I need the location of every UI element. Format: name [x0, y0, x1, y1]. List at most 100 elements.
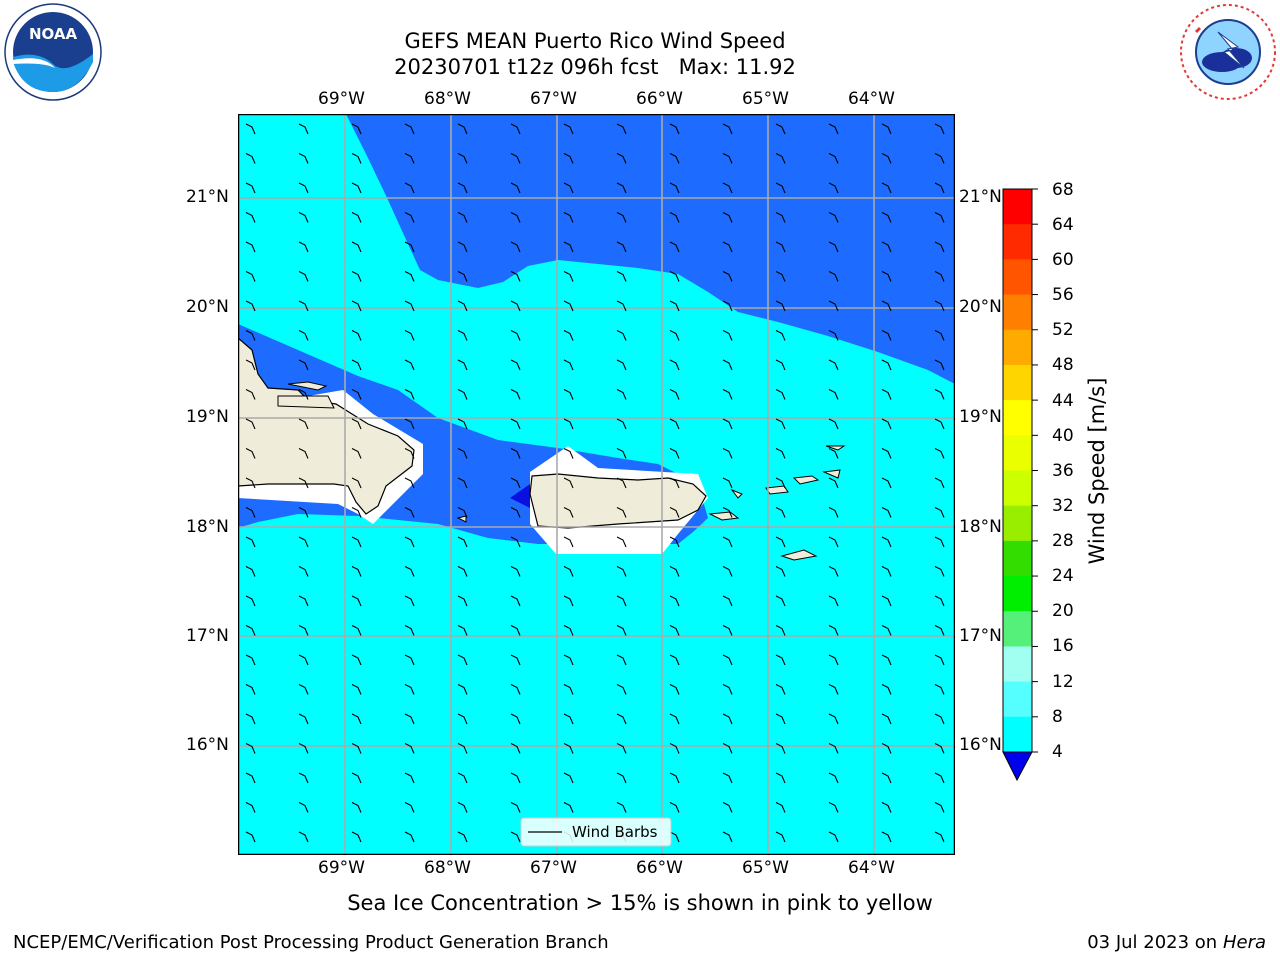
wind-barb: [775, 212, 786, 223]
wind-barb: [881, 330, 892, 341]
wind-barb: [510, 271, 521, 282]
wind-barb: [828, 448, 839, 459]
wind-barb: [245, 212, 256, 223]
wind-barb: [881, 507, 892, 518]
wind-barb: [828, 241, 839, 253]
wind-barb: [245, 271, 256, 282]
wind-barb: [881, 566, 892, 577]
wind-barb: [828, 330, 839, 341]
wind-barb: [669, 831, 680, 843]
wind-barb: [669, 330, 680, 341]
wind-barb: [881, 123, 892, 135]
cbar-tick: 20: [1052, 601, 1074, 621]
cbar-tick: 44: [1052, 391, 1074, 411]
wind-barb: [828, 802, 839, 813]
colorbar-cell: [1003, 224, 1032, 260]
wind-barb: [616, 241, 627, 253]
wind-barb: [669, 654, 680, 666]
colorbar-cell: [1003, 435, 1032, 471]
wind-barb: [404, 772, 415, 784]
lat-label-left: 19°N: [186, 407, 229, 427]
wind-barb: [457, 536, 468, 548]
wind-barb: [351, 802, 362, 813]
wind-barb: [616, 654, 627, 666]
lon-label-bottom: 67°W: [530, 858, 577, 878]
wind-barb: [298, 536, 309, 548]
wind-barb: [298, 271, 309, 282]
noaa-logo: NOAA: [3, 2, 103, 102]
wind-barb: [404, 536, 415, 548]
footer-machine: Hera: [1222, 932, 1266, 953]
wind-barb: [563, 359, 574, 371]
wind-barb: [775, 182, 786, 194]
wind-barb: [934, 241, 945, 253]
wind-barb: [404, 684, 415, 695]
wind-barb: [510, 772, 521, 784]
wind-barb: [351, 182, 362, 194]
lon-label-top: 67°W: [530, 89, 577, 109]
wind-barb: [722, 802, 733, 813]
wind-barb: [510, 330, 521, 341]
wind-barb: [245, 300, 256, 312]
wind-barb: [457, 212, 468, 223]
wind-barb: [298, 241, 309, 253]
wind-barb: [245, 182, 256, 194]
wind-barb: [404, 212, 415, 223]
wind-barb: [934, 772, 945, 784]
wind-barb: [722, 772, 733, 784]
wind-barb: [298, 831, 309, 843]
wind-barb: [775, 713, 786, 725]
wind-barb: [722, 654, 733, 666]
wind-barb: [457, 772, 468, 784]
wind-barb: [616, 212, 627, 223]
cbar-tick: 48: [1052, 355, 1074, 375]
wind-barb: [245, 448, 256, 459]
wind-barb: [245, 743, 256, 754]
colorbar-cell: [1003, 681, 1032, 718]
wind-barb: [828, 536, 839, 548]
map-panel[interactable]: Wind Barbs: [238, 114, 955, 855]
wind-barb: [616, 300, 627, 312]
wind-barb: [616, 566, 627, 577]
wind-barb: [828, 566, 839, 577]
wind-barb: [563, 743, 574, 754]
wind-barb: [563, 300, 574, 312]
wind-barb: [351, 654, 362, 666]
wind-barb: [722, 684, 733, 695]
wind-barb: [245, 831, 256, 843]
wind-barb: [881, 684, 892, 695]
wind-barb: [616, 595, 627, 607]
wind-barb: [404, 359, 415, 371]
wind-barb: [245, 241, 256, 253]
wind-barb: [404, 625, 415, 636]
wind-barb: [351, 359, 362, 371]
wind-barb: [351, 300, 362, 312]
wind-barb: [457, 418, 468, 430]
wind-barb: [881, 212, 892, 223]
wind-barb: [510, 300, 521, 312]
wind-barb: [881, 625, 892, 636]
wind-barb: [298, 684, 309, 695]
wind-barb: [563, 330, 574, 341]
wind-barb: [722, 536, 733, 548]
wind-barb: [881, 418, 892, 430]
wind-barb: [404, 566, 415, 577]
ocean-dark-patch: [510, 484, 534, 510]
wind-barb: [669, 153, 680, 164]
wind-barb: [351, 595, 362, 607]
wind-barb: [245, 595, 256, 607]
lat-label-left: 16°N: [186, 735, 229, 755]
wind-barb: [457, 625, 468, 636]
sea-ice-caption: Sea Ice Concentration > 15% is shown in …: [347, 891, 933, 915]
wind-barb: [722, 595, 733, 607]
wind-barb: [510, 684, 521, 695]
wind-barb: [616, 448, 627, 459]
wind-barb: [934, 418, 945, 430]
colorbar-cell: [1003, 505, 1032, 542]
cbar-tick: 56: [1052, 285, 1074, 305]
wind-barb: [934, 448, 945, 459]
wind-barb: [828, 713, 839, 725]
wind-barb: [616, 182, 627, 194]
wind-barb: [934, 831, 945, 843]
wind-barb: [404, 271, 415, 282]
